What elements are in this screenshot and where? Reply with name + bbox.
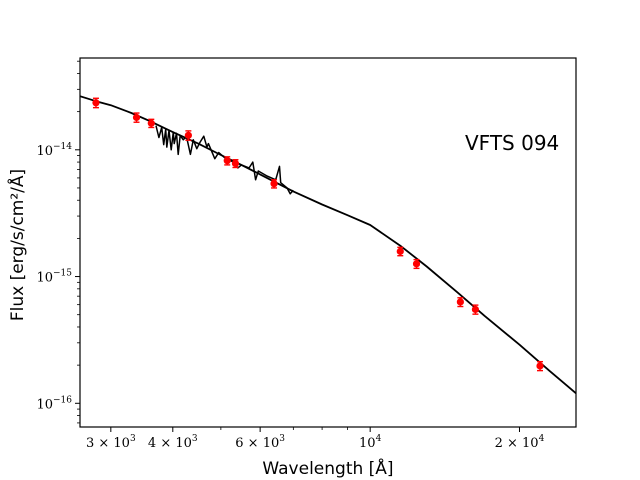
photometry-point (536, 362, 544, 370)
photometry-point (456, 298, 464, 306)
x-tick-label: 4 × 103 (148, 434, 198, 451)
y-tick-label: 10−15 (36, 269, 72, 286)
y-tick-label: 10−14 (36, 142, 72, 159)
x-axis-label: Wavelength [Å] (262, 457, 393, 479)
photometry-point (396, 247, 404, 255)
x-tick-label: 104 (359, 434, 382, 451)
photometry-point (231, 159, 240, 168)
y-axis-label: Flux [erg/s/cm²/Å] (6, 169, 28, 321)
y-axis: 10−14 10−15 10−16 (36, 60, 80, 424)
photometry-point (471, 305, 480, 314)
x-tick-label: 6 × 103 (235, 434, 285, 451)
star-annotation: VFTS 094 (465, 131, 559, 155)
axes-frame (79, 57, 577, 428)
photometry-point (132, 113, 141, 122)
y-tick-label: 10−16 (36, 395, 72, 412)
x-axis: 3 × 103 4 × 103 6 × 103 104 2 × 104 (86, 427, 545, 451)
photometry-point (270, 180, 278, 188)
photometry-point (412, 260, 421, 268)
photometry-point (223, 157, 231, 165)
photometry-point (147, 119, 155, 127)
x-tick-label: 3 × 103 (86, 434, 136, 451)
plot-area (80, 95, 576, 394)
photometry-point (92, 99, 100, 107)
spectrum-line (155, 125, 294, 195)
photometry-point (184, 131, 192, 139)
x-tick-label: 2 × 104 (495, 434, 545, 451)
